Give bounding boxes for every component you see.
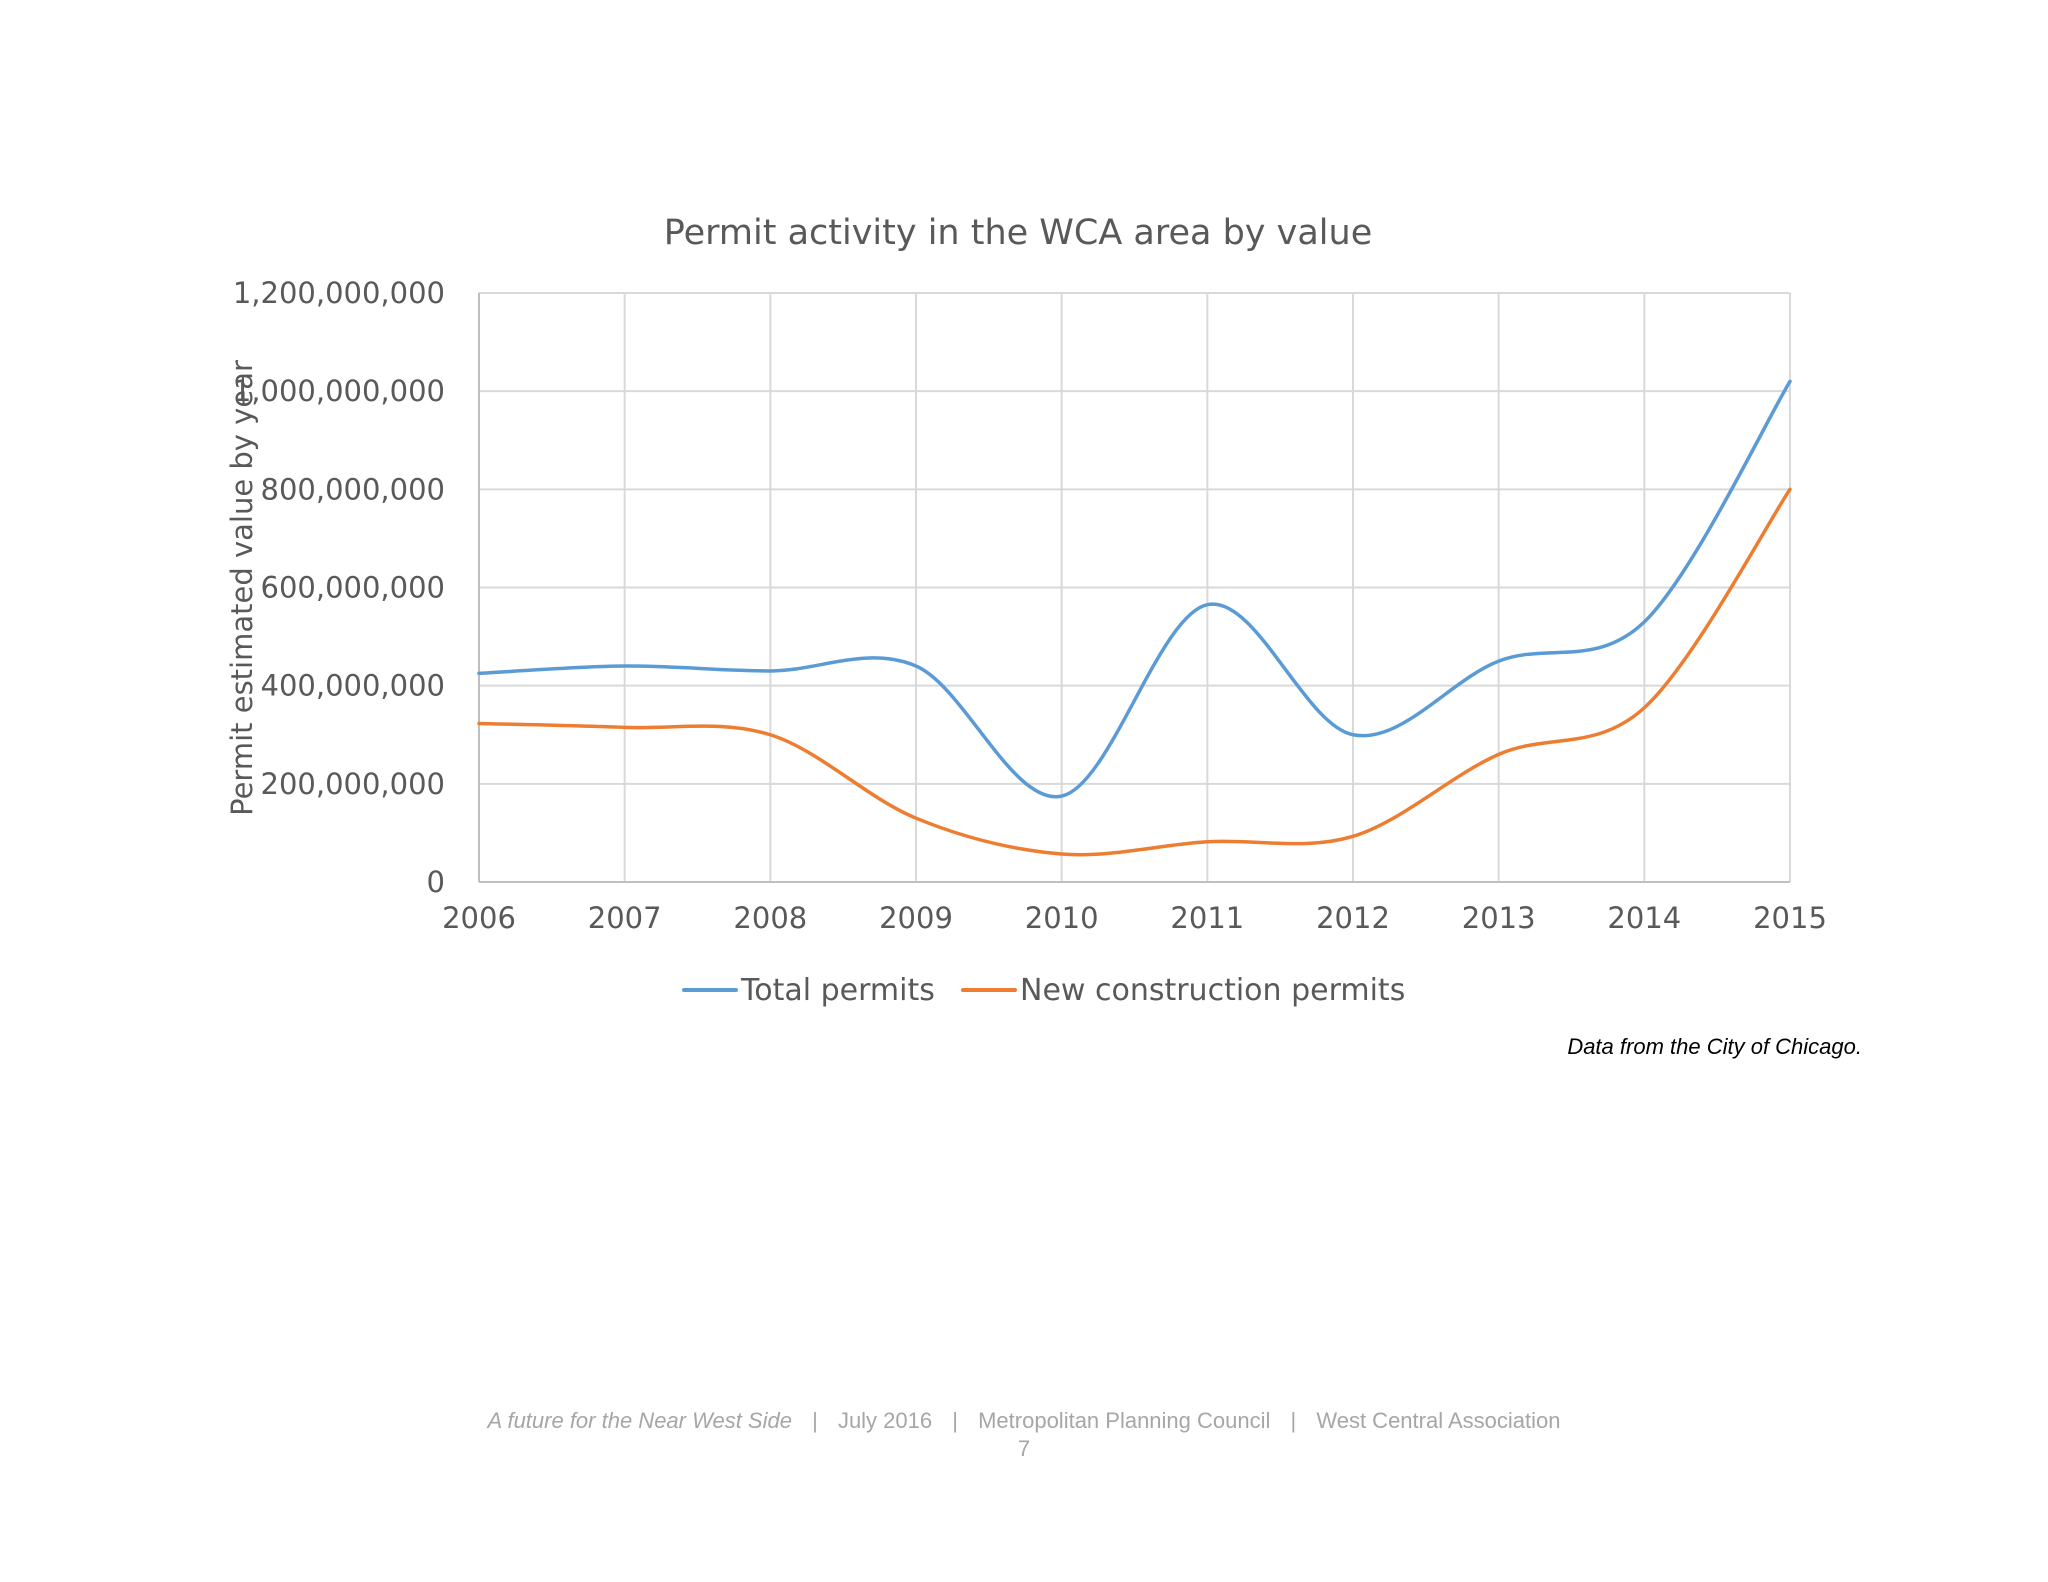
chart-gridlines bbox=[479, 292, 1791, 882]
legend-label-total-permits: Total permits bbox=[740, 973, 935, 1008]
footer-date: July 2016 bbox=[837, 1408, 933, 1433]
y-tick-label: 600,000,000 bbox=[261, 571, 446, 605]
footer-separator: | bbox=[952, 1408, 958, 1433]
y-tick-label: 0 bbox=[427, 865, 445, 899]
chart-axes bbox=[478, 293, 1790, 883]
x-tick-label: 2015 bbox=[1753, 901, 1827, 935]
y-axis-ticks: 0 200,000,000 400,000,000 600,000,000 800,00… bbox=[233, 276, 445, 899]
y-tick-label: 400,000,000 bbox=[261, 669, 446, 703]
legend-label-new-construction-permits: New construction permits bbox=[1020, 973, 1405, 1008]
data-source-note: Data from the City of Chicago. bbox=[1567, 1034, 1862, 1059]
page-number: 7 bbox=[1017, 1436, 1031, 1461]
page-footer: A future for the Near West Side | July 2… bbox=[0, 1408, 2048, 1434]
x-tick-label: 2009 bbox=[879, 901, 953, 935]
footer-publication-title: A future for the Near West Side bbox=[487, 1408, 792, 1433]
chart-series bbox=[477, 379, 1792, 857]
x-tick-label: 2014 bbox=[1607, 901, 1681, 935]
x-axis-ticks: 2006 2007 2008 2009 2010 2011 2012 2013 2014 2015 bbox=[442, 901, 1827, 935]
chart-title: Permit activity in the WCA area by value bbox=[664, 213, 1373, 253]
footer-separator: | bbox=[812, 1408, 818, 1433]
y-tick-label: 200,000,000 bbox=[261, 767, 446, 801]
y-tick-label: 800,000,000 bbox=[261, 472, 446, 506]
footer-org-wca: West Central Association bbox=[1316, 1408, 1561, 1433]
footer-separator: | bbox=[1290, 1408, 1297, 1433]
series-line-total-permits bbox=[477, 379, 1792, 799]
series-line-new-construction-permits bbox=[477, 487, 1792, 857]
chart-legend: Total permits New construction permits bbox=[682, 973, 1405, 1008]
x-tick-label: 2007 bbox=[588, 901, 662, 935]
x-tick-label: 2010 bbox=[1025, 901, 1099, 935]
y-tick-label: 1,000,000,000 bbox=[233, 374, 445, 408]
footer-org-mpc: Metropolitan Planning Council bbox=[978, 1408, 1271, 1433]
y-tick-label: 1,200,000,000 bbox=[233, 276, 445, 310]
y-axis-title: Permit estimated value by year bbox=[225, 360, 259, 816]
x-tick-label: 2006 bbox=[442, 901, 516, 935]
x-tick-label: 2013 bbox=[1462, 901, 1536, 935]
x-tick-label: 2008 bbox=[733, 901, 807, 935]
x-tick-label: 2011 bbox=[1170, 901, 1244, 935]
x-tick-label: 2012 bbox=[1316, 901, 1390, 935]
